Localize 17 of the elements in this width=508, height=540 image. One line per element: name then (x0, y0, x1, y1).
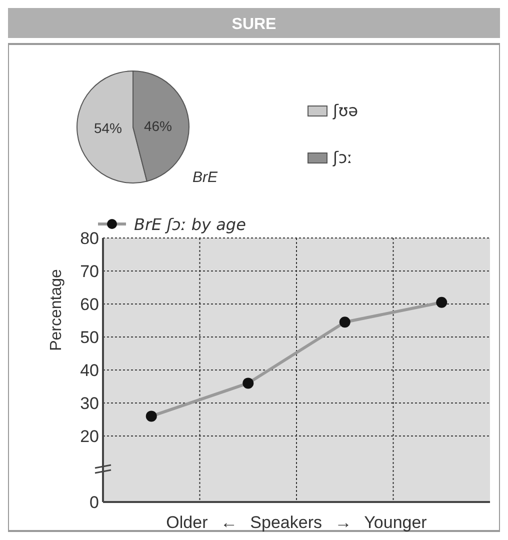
data-label: 46% (144, 118, 172, 134)
y-tick-label: 60 (80, 295, 99, 314)
y-tick-label: 70 (80, 262, 99, 281)
legend-label: ʃɔː (332, 148, 353, 167)
y-tick-label: 50 (80, 328, 99, 347)
chart-title: SURE (232, 16, 277, 33)
y-tick-label: 40 (80, 361, 99, 380)
legend-label: BrE ʃɔː by age (134, 215, 246, 234)
x-axis-title: Older ← Speakers → Younger (166, 513, 428, 532)
text: BrE (192, 169, 218, 186)
y-tick-label: 20 (80, 427, 99, 446)
y-axis-title: Percentage (48, 268, 65, 351)
legend-label: ʃʊə (332, 101, 358, 120)
y-tick-label: 0 (90, 493, 99, 512)
data-label: 54% (94, 120, 122, 136)
y-tick-label: 80 (80, 229, 99, 248)
y-tick-label: 30 (80, 394, 99, 413)
